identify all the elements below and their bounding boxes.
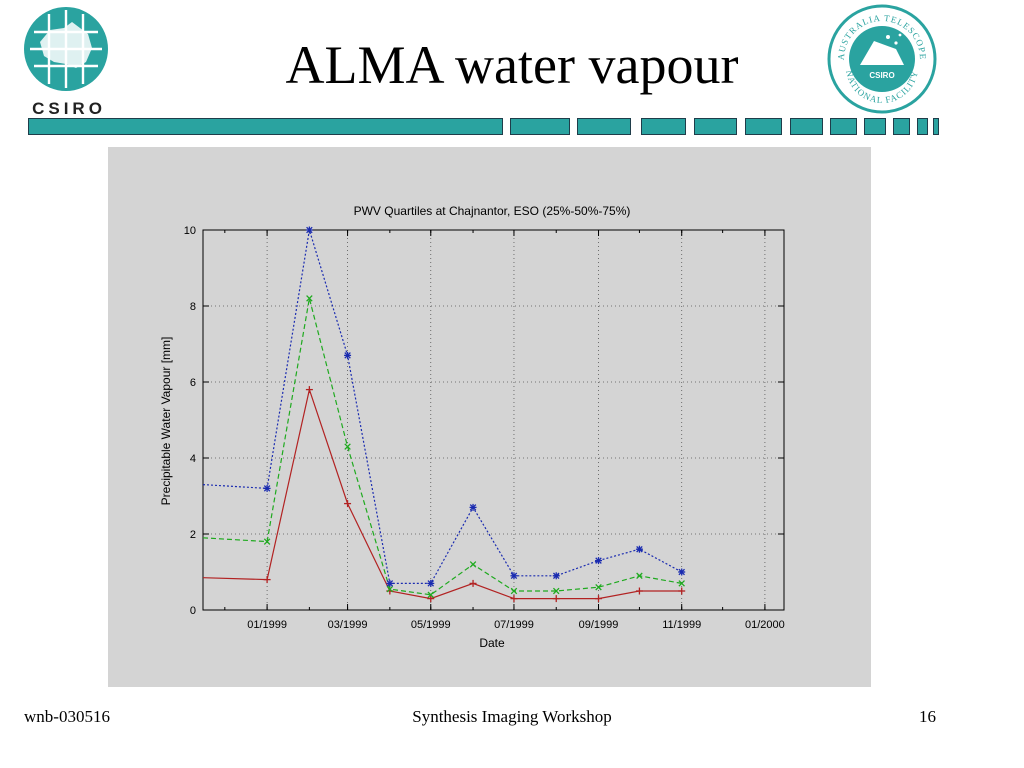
series-line-75pct [202, 229, 682, 584]
x-tick-label: 07/1999 [494, 619, 534, 631]
data-point [552, 587, 560, 595]
y-tick-label: 4 [190, 453, 196, 465]
slide-number: 16 [919, 707, 936, 726]
seal-center-text: CSIRO [869, 71, 894, 80]
footer-center: Synthesis Imaging Workshop [412, 707, 612, 726]
chart-title: PWV Quartiles at Chajnantor, ESO (25%-50… [354, 204, 631, 218]
data-point [263, 484, 271, 492]
csiro-logo: CSIRO [20, 4, 130, 118]
x-tick-label: 01/2000 [745, 619, 785, 631]
y-axis-label: Precipitable Water Vapour [mm] [159, 337, 173, 506]
band-segment [830, 118, 857, 135]
band-segment [510, 118, 570, 135]
y-tick-label: 6 [190, 377, 196, 389]
y-tick-label: 8 [190, 301, 196, 313]
data-point [427, 591, 435, 599]
pwv-chart: PWV Quartiles at Chajnantor, ESO (25%-50… [159, 204, 785, 650]
y-tick-label: 2 [190, 529, 196, 541]
data-point [263, 576, 271, 584]
atnf-seal: AUSTRALIA TELESCOPE NATIONAL FACILITY CS… [826, 3, 938, 115]
data-point [306, 295, 313, 302]
band-segment [745, 118, 782, 135]
data-point [552, 595, 560, 603]
x-tick-label: 09/1999 [579, 619, 619, 631]
chart-panel: PWV Quartiles at Chajnantor, ESO (25%-50… [108, 147, 871, 687]
band-segment [790, 118, 823, 135]
series-line-25pct [202, 387, 682, 600]
x-tick-label: 03/1999 [328, 619, 368, 631]
x-tick-label: 01/1999 [247, 619, 287, 631]
data-point [595, 595, 603, 603]
band-segment [577, 118, 631, 135]
plot-frame [202, 229, 785, 611]
data-point [510, 595, 518, 603]
band-segment [28, 118, 503, 135]
footer-left: wnb-030516 [24, 707, 110, 726]
y-tick-label: 10 [184, 225, 196, 237]
data-point [305, 226, 313, 234]
data-point [344, 500, 352, 508]
data-point [344, 443, 351, 450]
data-point [305, 386, 313, 394]
data-point [635, 587, 643, 595]
data-point [510, 587, 518, 595]
band-segment [641, 118, 686, 135]
data-point [469, 503, 477, 511]
data-point [386, 585, 394, 593]
data-point [427, 595, 435, 603]
x-axis-label: Date [479, 636, 505, 650]
data-point [427, 579, 435, 587]
band-segment [933, 118, 939, 135]
data-point [263, 538, 271, 545]
data-point [595, 557, 603, 565]
band-segment [893, 118, 910, 135]
band-segment [864, 118, 886, 135]
x-tick-label: 05/1999 [411, 619, 451, 631]
data-point [510, 572, 518, 580]
data-point [635, 545, 643, 553]
data-point [386, 579, 394, 587]
data-point [636, 572, 643, 580]
data-point [469, 561, 477, 568]
data-point [469, 579, 477, 587]
csiro-logo-text: CSIRO [32, 99, 106, 118]
data-point [678, 580, 685, 587]
data-point [595, 583, 602, 591]
series-line-50pct [202, 298, 682, 596]
data-point [344, 351, 352, 359]
slide-title: ALMA water vapour [285, 35, 739, 95]
y-tick-label: 0 [190, 605, 196, 617]
atnf-seal-icon: AUSTRALIA TELESCOPE NATIONAL FACILITY CS… [827, 4, 937, 114]
data-point [678, 568, 686, 576]
band-segment [917, 118, 928, 135]
data-point [678, 587, 686, 595]
x-tick-label: 11/1999 [662, 619, 701, 631]
band-segment [694, 118, 737, 135]
data-point [552, 572, 560, 580]
plot-area [203, 230, 784, 610]
csiro-logo-icon: CSIRO [24, 7, 108, 118]
header-band [0, 118, 1024, 138]
